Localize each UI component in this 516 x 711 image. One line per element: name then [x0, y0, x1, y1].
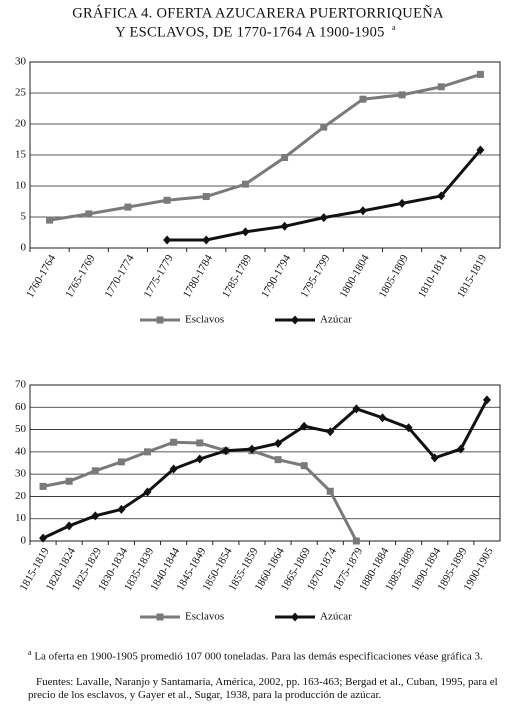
marker: [117, 504, 126, 514]
marker: [456, 444, 465, 454]
x-tick-label: 1780-1784: [181, 252, 215, 300]
x-tick-label: 1790-1794: [259, 252, 293, 300]
y-tick-label: 30: [15, 468, 27, 480]
y-tick-label: 20: [15, 118, 27, 130]
marker: [85, 210, 93, 218]
x-tick-label: 1770-1774: [102, 252, 136, 300]
marker: [352, 537, 360, 545]
marker: [241, 180, 249, 188]
marker: [378, 413, 387, 423]
y-tick-label: 10: [15, 512, 27, 524]
x-tick-label: 1795-1799: [298, 252, 332, 300]
marker: [196, 439, 204, 447]
y-tick-label: 15: [15, 149, 27, 161]
marker: [241, 227, 250, 237]
marker: [300, 421, 309, 431]
y-tick-label: 0: [21, 535, 27, 547]
y-tick-label: 40: [15, 445, 27, 457]
note-text: Fuentes: Lavalle, Naranjo y Santamaría, …: [28, 676, 498, 701]
marker: [437, 83, 445, 91]
marker: [202, 193, 210, 201]
marker: [398, 91, 406, 99]
y-tick-label: 0: [21, 242, 27, 254]
marker: [291, 315, 299, 325]
marker: [476, 70, 484, 78]
legend-label: Azúcar: [320, 314, 352, 326]
marker: [476, 145, 485, 155]
y-tick-label: 10: [15, 180, 27, 192]
marker: [247, 444, 256, 454]
marker: [280, 221, 289, 231]
marker: [430, 453, 439, 463]
x-tick-label: 1805-1809: [377, 252, 411, 300]
legend-label: Esclavos: [185, 611, 224, 623]
y-tick-label: 5: [21, 211, 27, 223]
title-line: Y ESCLAVOS, DE 1770-1764 A 1900-1905: [115, 24, 384, 40]
marker: [320, 123, 328, 131]
x-tick-label: 1785-1789: [220, 252, 254, 300]
marker: [274, 456, 282, 464]
marker: [117, 458, 125, 466]
marker: [274, 438, 283, 448]
marker: [156, 316, 164, 324]
y-tick-label: 20: [15, 490, 27, 502]
marker: [163, 196, 171, 204]
marker: [39, 482, 47, 490]
title-note-mark: a: [392, 23, 396, 32]
legend-label: Esclavos: [185, 314, 224, 326]
marker: [163, 235, 172, 245]
y-tick-label: 60: [15, 401, 27, 413]
x-tick-label: 1760-1764: [24, 252, 58, 300]
marker: [300, 462, 308, 470]
note-text: La oferta en 1900-1905 promedió 107 000 …: [34, 650, 483, 663]
marker: [195, 454, 204, 464]
marker: [221, 446, 230, 456]
marker: [39, 533, 48, 543]
charts: GRÁFICA 4. OFERTA AZUCARERA PUERTORRIQUE…: [15, 4, 501, 623]
marker: [352, 404, 361, 414]
x-tick-label: 1815-1819: [455, 252, 489, 300]
marker: [326, 487, 334, 495]
marker: [91, 467, 99, 475]
marker: [281, 153, 289, 161]
marker: [65, 477, 73, 485]
marker: [170, 438, 178, 446]
marker: [404, 423, 413, 433]
note-mark: a: [28, 648, 32, 657]
marker: [202, 235, 211, 245]
x-tick-label: 1775-1779: [142, 252, 176, 300]
marker: [65, 521, 74, 531]
marker: [398, 198, 407, 208]
x-tick-label: 1800-1804: [337, 252, 371, 300]
marker: [144, 448, 151, 456]
x-tick-label: 1810-1814: [416, 252, 450, 300]
marker: [169, 464, 178, 474]
y-tick-label: 50: [15, 423, 27, 435]
note: a La oferta en 1900-1905 promedió 107 00…: [28, 646, 498, 664]
marker: [156, 613, 164, 621]
marker: [91, 511, 100, 521]
marker: [359, 95, 367, 103]
plot-frame: [29, 384, 501, 542]
marker: [437, 191, 446, 201]
y-tick-label: 30: [15, 56, 27, 68]
y-tick-label: 70: [15, 379, 27, 391]
marker: [358, 206, 367, 216]
marker: [326, 427, 335, 437]
y-tick-label: 25: [15, 87, 27, 99]
title-line: GRÁFICA 4. OFERTA AZUCARERA PUERTORRIQUE…: [72, 4, 444, 21]
marker: [124, 203, 132, 211]
series-line: [49, 72, 481, 222]
legend-label: Azúcar: [320, 611, 352, 623]
marker: [482, 395, 491, 405]
marker: [143, 487, 152, 497]
marker: [46, 216, 54, 224]
x-tick-label: 1765-1769: [63, 252, 97, 300]
marker: [291, 612, 299, 622]
marker: [319, 213, 328, 223]
series-line: [42, 399, 489, 540]
